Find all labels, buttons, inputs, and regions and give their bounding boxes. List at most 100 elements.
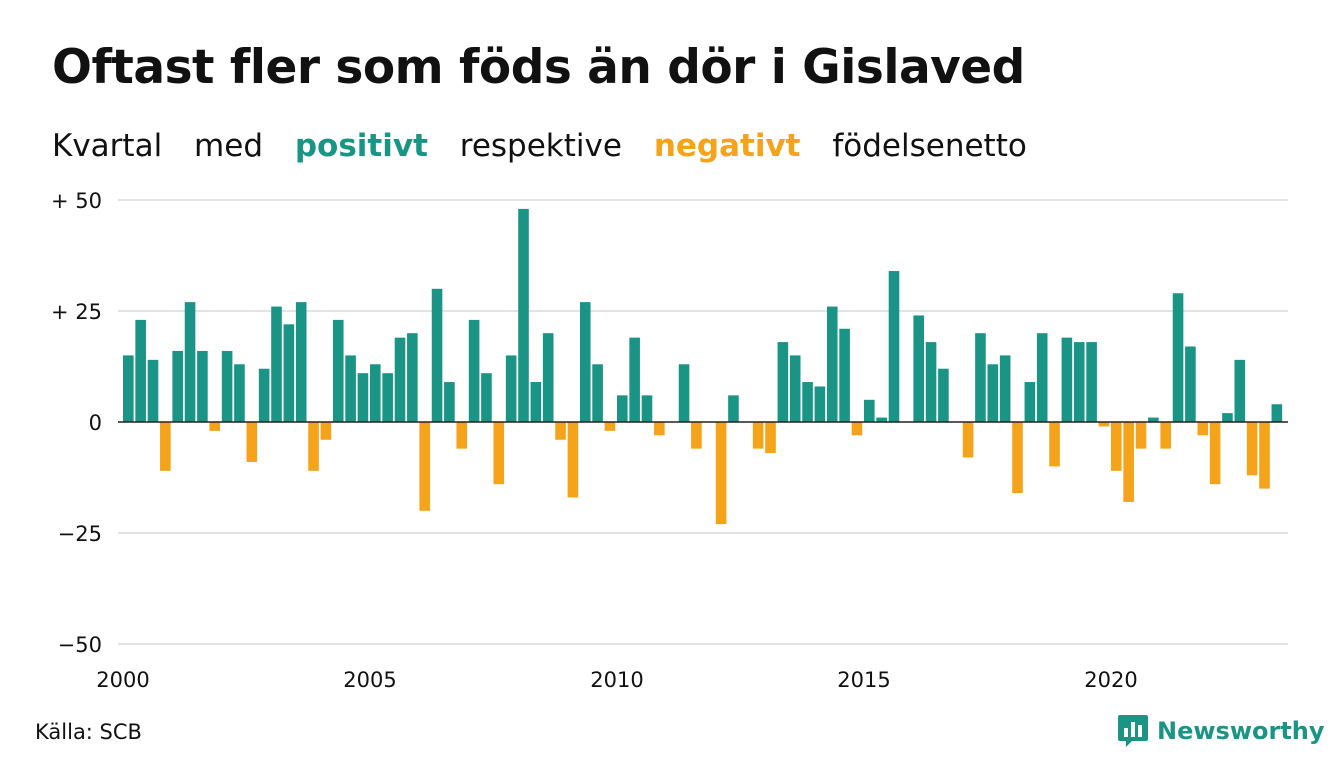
y-tick-label: + 50 <box>51 189 102 213</box>
bar-2006-q2 <box>431 288 443 422</box>
bar-2008-q1 <box>518 208 529 422</box>
bar-2007-q1 <box>468 319 480 422</box>
bar-2012-q2 <box>728 395 739 422</box>
bar-2007-q4 <box>505 355 517 422</box>
subtitle-word-med: med <box>194 128 263 164</box>
chart-title: Oftast fler som föds än dör i Gislaved <box>52 40 1025 95</box>
bar-2009-q3 <box>592 364 603 422</box>
bar-2009-q1 <box>567 422 579 498</box>
bar-2017-q1 <box>962 422 974 458</box>
x-tick-label: 2010 <box>590 668 643 692</box>
bar-chart: + 50 + 25 0 −25 −50 2000 2005 2010 2015 2020 <box>51 189 1288 692</box>
x-axis-tick-labels: 2000 2005 2010 2015 2020 <box>96 668 1137 692</box>
bar-2003-q3 <box>295 302 307 422</box>
bar-2001-q4 <box>209 422 221 431</box>
bar-2023-q1 <box>1259 422 1270 489</box>
bar-2020-q3 <box>1135 422 1147 449</box>
bar-2005-q3 <box>394 337 406 422</box>
bar-2021-q3 <box>1185 346 1196 422</box>
bar-2001-q3 <box>197 350 208 422</box>
bar-2010-q4 <box>654 422 665 436</box>
bar-2013-q3 <box>789 355 801 422</box>
bar-2023-q2 <box>1271 404 1283 422</box>
bar-2005-q2 <box>382 373 393 422</box>
y-tick-label: 0 <box>89 411 102 435</box>
bar-2018-q4 <box>1049 422 1060 467</box>
y-axis-tick-labels: + 50 + 25 0 −25 −50 <box>51 189 102 657</box>
bar-2002-q1 <box>221 350 233 422</box>
bar-2018-q2 <box>1024 382 1036 422</box>
bar-2012-q4 <box>752 422 764 449</box>
bar-2011-q3 <box>691 422 702 449</box>
bar-2015-q1 <box>864 399 875 422</box>
bar-2020-q2 <box>1123 422 1134 502</box>
bar-2018-q1 <box>1012 422 1023 494</box>
bar-2020-q1 <box>1111 422 1122 471</box>
bar-2004-q4 <box>357 373 369 422</box>
bar-2003-q4 <box>308 422 319 471</box>
bar-2010-q2 <box>629 337 640 422</box>
bar-2013-q1 <box>765 422 776 454</box>
x-tick-label: 2000 <box>96 668 149 692</box>
y-tick-label: −50 <box>58 633 102 657</box>
bar-2019-q2 <box>1073 342 1085 422</box>
subtitle-word-respektive: respektive <box>459 128 622 164</box>
bar-2015-q2 <box>876 417 887 422</box>
brand-name: Newsworthy <box>1157 717 1325 745</box>
bar-2017-q2 <box>975 333 986 422</box>
bar-2000-q4 <box>160 422 171 471</box>
bar-2016-q1 <box>913 315 924 422</box>
bar-2000-q1 <box>123 355 134 422</box>
chart-subtitle: Kvartal med positivt respektive negativt… <box>52 128 1049 164</box>
x-tick-label: 2015 <box>837 668 890 692</box>
bar-2022-q4 <box>1246 422 1258 476</box>
bar-2016-q3 <box>938 368 949 422</box>
bar-chart-speech-bubble-icon <box>1118 715 1148 747</box>
bar-2013-q4 <box>802 382 813 422</box>
chart-bars <box>123 208 1283 525</box>
bar-2002-q4 <box>258 368 270 422</box>
bar-2013-q2 <box>777 342 789 422</box>
bar-2001-q1 <box>172 350 183 422</box>
bar-2002-q2 <box>234 364 245 422</box>
bar-2019-q4 <box>1098 422 1110 427</box>
bar-2010-q3 <box>641 395 653 422</box>
x-tick-label: 2020 <box>1084 668 1137 692</box>
subtitle-word-kvartal: Kvartal <box>52 128 163 164</box>
bar-2008-q3 <box>542 333 554 422</box>
bar-2021-q2 <box>1172 293 1184 422</box>
bar-2008-q4 <box>555 422 566 440</box>
bar-2017-q4 <box>999 355 1011 422</box>
subtitle-word-positivt: positivt <box>294 128 428 164</box>
bar-2007-q3 <box>493 422 505 485</box>
bar-2021-q4 <box>1197 422 1209 436</box>
bar-2022-q3 <box>1234 359 1246 422</box>
x-tick-label: 2005 <box>343 668 396 692</box>
bar-2017-q3 <box>987 364 999 422</box>
bar-2006-q3 <box>444 382 455 422</box>
bar-2002-q3 <box>246 422 258 462</box>
bar-2000-q3 <box>147 359 159 422</box>
bar-2019-q3 <box>1086 342 1097 422</box>
bar-2004-q2 <box>332 319 344 422</box>
bar-2019-q1 <box>1061 337 1073 422</box>
bar-2004-q3 <box>345 355 356 422</box>
bar-2003-q2 <box>283 324 295 422</box>
bar-2011-q2 <box>678 364 690 422</box>
bar-2015-q3 <box>888 271 900 422</box>
bar-2018-q3 <box>1036 333 1048 422</box>
bar-2003-q1 <box>271 306 282 422</box>
bar-2014-q3 <box>839 328 850 422</box>
bar-2005-q4 <box>407 333 418 422</box>
y-tick-label: −25 <box>58 522 102 546</box>
bar-2022-q2 <box>1222 413 1233 422</box>
bar-2007-q2 <box>481 373 492 422</box>
bar-2000-q2 <box>135 319 146 422</box>
brand-logo: Newsworthy <box>1118 714 1325 748</box>
bar-2004-q1 <box>320 422 332 440</box>
bar-2010-q1 <box>617 395 628 422</box>
bar-2014-q4 <box>851 422 863 436</box>
bar-2006-q4 <box>456 422 468 449</box>
bar-2020-q4 <box>1148 417 1159 422</box>
subtitle-word-negativt: negativt <box>653 128 801 164</box>
